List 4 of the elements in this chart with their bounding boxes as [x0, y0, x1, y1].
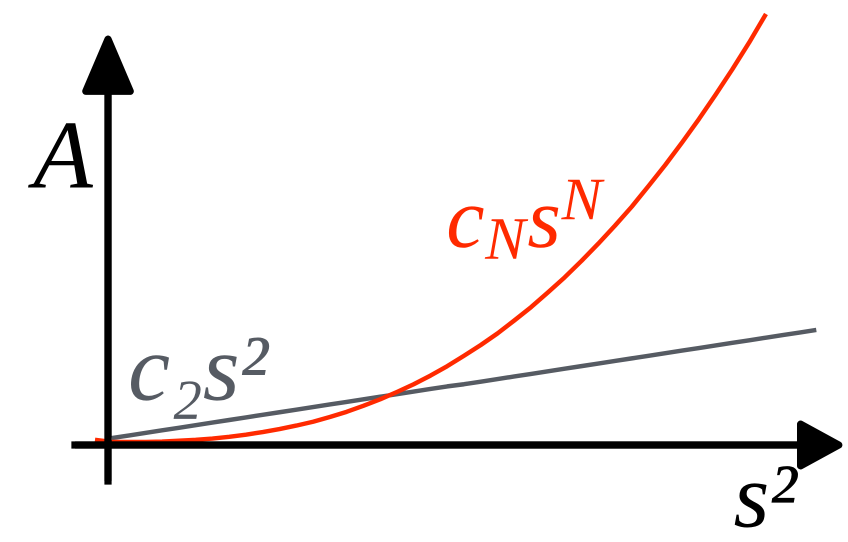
series-label: c$_{N}$s$^{N}$ [448, 180, 605, 259]
series-label: c₂s² [131, 337, 270, 419]
x-axis-title: s² [734, 466, 798, 528]
y-axis-title: A [28, 123, 94, 188]
